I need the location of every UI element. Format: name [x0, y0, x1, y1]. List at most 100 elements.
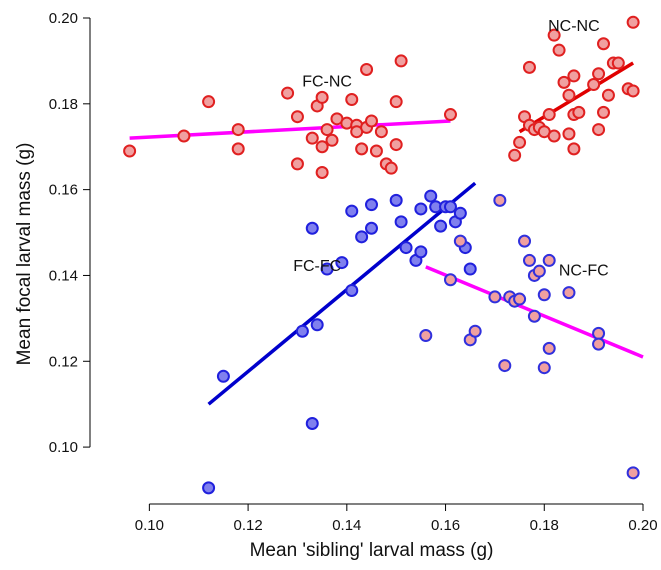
data-point — [567, 142, 581, 156]
data-point — [374, 125, 388, 139]
data-point — [335, 256, 349, 270]
x-axis-title: Mean 'sibling' larval mass (g) — [250, 540, 494, 561]
data-point — [325, 133, 339, 147]
y-tick-label: 0.20 — [49, 10, 78, 27]
data-point — [231, 142, 245, 156]
group-label-fc-nc: FC-NC — [302, 74, 352, 91]
data-point — [626, 84, 640, 98]
data-point — [281, 86, 295, 100]
data-point — [537, 288, 551, 302]
data-point — [414, 202, 428, 216]
data-point — [508, 148, 522, 162]
y-tick-label: 0.12 — [49, 353, 78, 370]
data-point — [389, 95, 403, 109]
fit-line-nc-nc — [518, 61, 635, 134]
data-point — [315, 165, 329, 179]
data-point — [365, 114, 378, 128]
group-label-nc-fc: NC-FC — [559, 262, 609, 279]
data-point — [572, 105, 586, 119]
data-point — [320, 123, 334, 137]
data-point — [532, 264, 546, 278]
data-point — [394, 215, 408, 229]
y-tick-label: 0.16 — [49, 182, 78, 199]
x-tick-label: 0.16 — [431, 517, 460, 534]
x-tick-label: 0.18 — [530, 517, 559, 534]
data-point — [493, 193, 507, 207]
data-point — [513, 292, 527, 306]
data-points — [123, 15, 640, 495]
data-point — [592, 326, 606, 340]
series-fc-nc — [123, 54, 457, 179]
data-point — [513, 135, 527, 149]
data-point — [365, 198, 378, 212]
data-point — [355, 230, 369, 244]
data-point — [345, 283, 359, 297]
data-point — [295, 324, 309, 338]
group-label-nc-nc: NC-NC — [548, 18, 600, 35]
data-point — [453, 234, 467, 248]
group-labels: FC-NC NC-NC FC-FC NC-FC — [293, 18, 608, 280]
data-point — [310, 318, 324, 332]
data-point — [345, 204, 359, 218]
data-point — [290, 110, 304, 124]
data-point — [567, 69, 581, 83]
fit-lines — [129, 61, 644, 406]
data-point — [601, 88, 615, 102]
data-point — [360, 62, 374, 76]
data-point — [202, 95, 216, 109]
data-point — [562, 127, 576, 141]
data-point — [384, 161, 398, 175]
data-point — [315, 90, 329, 104]
x-axis-ticks: 0.10 0.12 0.14 0.16 0.18 0.20 — [135, 504, 658, 534]
data-point — [522, 60, 536, 74]
data-point — [434, 219, 448, 233]
data-point — [365, 221, 378, 235]
data-point — [611, 56, 625, 70]
data-point — [305, 221, 319, 235]
data-point — [443, 200, 457, 214]
data-point — [320, 262, 334, 276]
data-point — [547, 28, 561, 42]
data-point — [231, 123, 245, 137]
data-point — [468, 324, 482, 338]
data-point — [305, 416, 319, 430]
data-point — [592, 337, 606, 351]
data-point — [369, 144, 383, 158]
data-point — [557, 75, 571, 89]
data-point — [597, 37, 611, 51]
data-point — [562, 286, 576, 300]
y-axis-ticks: 0.10 0.12 0.14 0.16 0.18 0.20 — [49, 10, 90, 456]
group-label-fc-fc: FC-FC — [293, 258, 341, 275]
data-point — [592, 67, 606, 81]
y-tick-label: 0.10 — [49, 439, 78, 456]
fit-line-fc-fc — [207, 181, 477, 406]
data-point — [527, 309, 541, 323]
data-point — [626, 466, 640, 480]
data-point — [626, 15, 640, 29]
data-point — [518, 234, 532, 248]
data-point — [547, 129, 561, 143]
data-point — [414, 245, 428, 259]
data-point — [552, 43, 566, 57]
data-point — [216, 369, 230, 383]
data-point — [424, 189, 438, 203]
data-point — [202, 481, 216, 495]
x-tick-label: 0.12 — [233, 517, 262, 534]
y-axis-title: Mean focal larval mass (g) — [14, 143, 35, 366]
data-point — [443, 273, 457, 287]
data-point — [537, 361, 551, 375]
series-nc-fc — [419, 193, 640, 480]
data-point — [542, 108, 556, 122]
data-point — [453, 206, 467, 220]
data-point — [394, 54, 408, 68]
x-tick-label: 0.10 — [135, 517, 164, 534]
data-point — [399, 241, 413, 255]
data-point — [597, 105, 611, 119]
series-nc-nc — [508, 15, 640, 162]
y-tick-label: 0.14 — [49, 267, 78, 284]
data-point — [463, 262, 477, 276]
data-point — [305, 131, 319, 145]
data-point — [488, 290, 502, 304]
data-point — [389, 193, 403, 207]
